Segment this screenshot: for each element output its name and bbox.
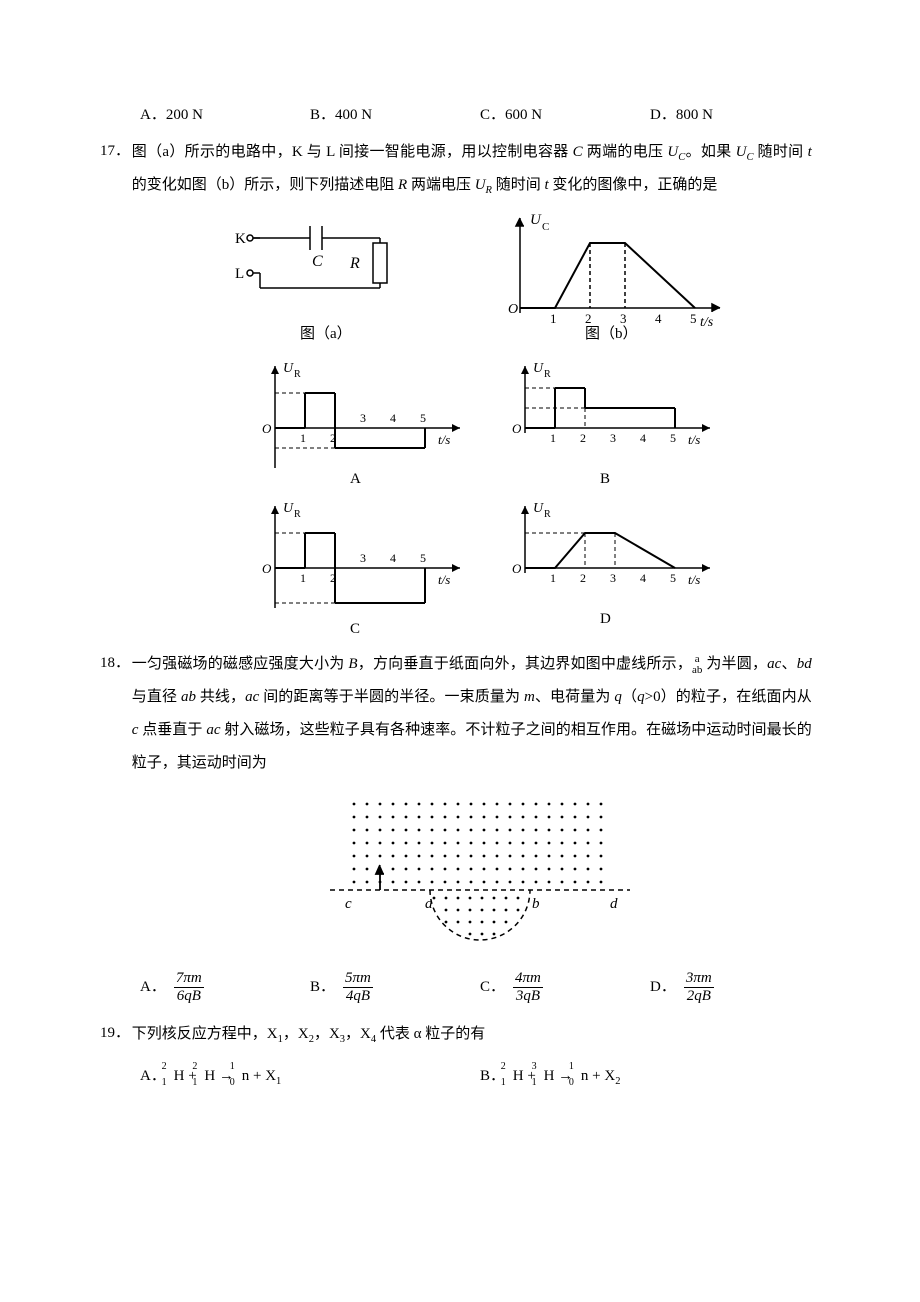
svg-text:4: 4 xyxy=(640,431,646,445)
q18-opt-c: C． 4πm3qB xyxy=(480,970,650,1004)
q18-number: 18． xyxy=(100,648,128,678)
q18-options: A． 7πm6qB B． 5πm4qB C． 4πm3qB D． 3πm2qB xyxy=(100,970,820,1004)
circuit-r-label: R xyxy=(349,255,360,272)
graph-a-label: A xyxy=(350,471,361,487)
svg-text:U: U xyxy=(533,361,544,376)
q17: 17． 图（a）所示的电路中，K 与 L 间接一智能电源，用以控制电容器 C 两… xyxy=(100,136,820,202)
svg-text:2: 2 xyxy=(580,571,586,585)
q18-opt-a: A． 7πm6qB xyxy=(140,970,310,1004)
svg-text:R: R xyxy=(544,509,551,520)
fig-a-caption: 图（a） xyxy=(300,325,352,342)
svg-text:O: O xyxy=(508,302,518,317)
svg-text:R: R xyxy=(544,369,551,380)
q16-opt-c: C．600 N xyxy=(480,100,650,130)
q19-text: 下列核反应方程中，X1，X2，X3，X4 代表 α 粒子的有 xyxy=(132,1018,812,1051)
q19: 19． 下列核反应方程中，X1，X2，X3，X4 代表 α 粒子的有 xyxy=(100,1018,820,1051)
q17-number: 17． xyxy=(100,136,128,166)
q18-label-c: c xyxy=(345,896,352,912)
q18-figure: {"x0":44,"x1":300,"dx":13,"y0":14,"y1":9… xyxy=(310,790,650,960)
q19-number: 19． xyxy=(100,1018,128,1048)
svg-text:1: 1 xyxy=(550,571,556,585)
svg-text:1: 1 xyxy=(550,311,557,326)
svg-text:5: 5 xyxy=(670,571,676,585)
circuit-k-label: K xyxy=(235,231,246,247)
q16-opt-d: D．800 N xyxy=(650,100,820,130)
svg-text:3: 3 xyxy=(610,571,616,585)
q18-opt-d: D． 3πm2qB xyxy=(650,970,820,1004)
circuit-c-label: C xyxy=(312,253,323,270)
q18-label-d: d xyxy=(610,896,618,912)
q16-options: A．200 N B．400 N C．600 N D．800 N xyxy=(100,100,820,130)
svg-text:2: 2 xyxy=(580,431,586,445)
q18-text: 一匀强磁场的磁感应强度大小为 B，方向垂直于纸面向外，其边界如图中虚线所示，aa… xyxy=(132,648,812,780)
q16-opt-b: B．400 N xyxy=(310,100,480,130)
q17-figure-top: K L C R 图（a） xyxy=(230,208,750,348)
svg-text:C: C xyxy=(542,221,549,233)
q18: 18． 一匀强磁场的磁感应强度大小为 B，方向垂直于纸面向外，其边界如图中虚线所… xyxy=(100,648,820,780)
q16-opt-a: A．200 N xyxy=(140,100,310,130)
q18-label-b: b xyxy=(532,896,540,912)
svg-text:3: 3 xyxy=(620,311,627,326)
svg-text:U: U xyxy=(530,212,542,228)
svg-text:3: 3 xyxy=(610,431,616,445)
graph-b-label: B xyxy=(600,471,610,487)
q17-answer-graphs: O U R t/s 1 2 3 4 5 A xyxy=(250,358,730,638)
svg-text:5: 5 xyxy=(670,431,676,445)
circuit-l-label: L xyxy=(235,266,244,282)
q18-opt-b: B． 5πm4qB xyxy=(310,970,480,1004)
q19-options-row1: A． 21H + 21H → 10n + X1 B． 21H + 31H → 1… xyxy=(100,1061,820,1092)
svg-text:t/s: t/s xyxy=(700,315,714,330)
svg-text:O: O xyxy=(512,421,522,436)
fig-b-caption: 图（b） xyxy=(585,325,638,342)
graph-d-label: D xyxy=(600,611,611,627)
svg-text:4: 4 xyxy=(655,311,662,326)
svg-text:O: O xyxy=(512,561,522,576)
svg-text:5: 5 xyxy=(690,311,697,326)
q19-opt-b: B． 21H + 31H → 10n + X2 xyxy=(480,1061,820,1092)
svg-text:t/s: t/s xyxy=(688,432,700,447)
svg-text:t/s: t/s xyxy=(688,572,700,587)
q19-opt-a: A． 21H + 21H → 10n + X1 xyxy=(140,1061,480,1092)
svg-text:U: U xyxy=(533,501,544,516)
q18-label-a: a xyxy=(425,896,433,912)
q17-text: 图（a）所示的电路中，K 与 L 间接一智能电源，用以控制电容器 C 两端的电压… xyxy=(132,136,812,202)
svg-text:4: 4 xyxy=(640,571,646,585)
svg-text:2: 2 xyxy=(585,311,592,326)
graph-c-label: C xyxy=(350,621,360,637)
svg-text:1: 1 xyxy=(550,431,556,445)
